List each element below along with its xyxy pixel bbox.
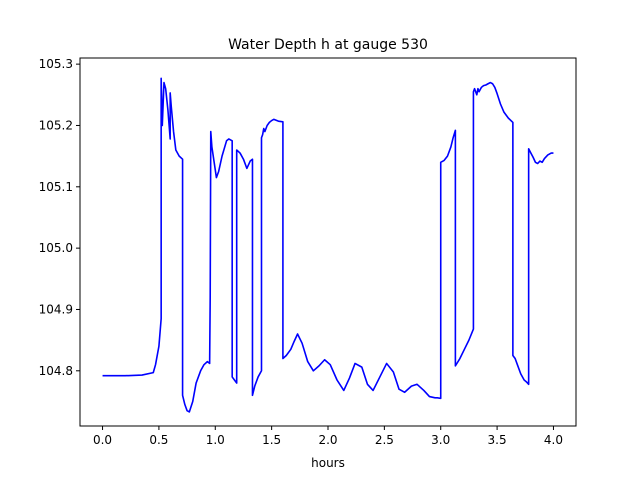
x-tick-label: 1.0: [206, 433, 225, 447]
x-tick-label: 2.5: [375, 433, 394, 447]
plot-area: [102, 77, 554, 413]
y-tick-label: 104.9: [39, 302, 73, 316]
series-line-0: [102, 77, 554, 413]
x-tick-label: 2.0: [318, 433, 337, 447]
chart-title: Water Depth h at gauge 530: [228, 37, 428, 53]
x-axis-label: hours: [311, 456, 345, 470]
y-axis: 104.8 104.9 105.0 105.1 105.2 105.3: [39, 57, 80, 378]
y-tick-label: 105.1: [39, 180, 73, 194]
y-tick-label: 105.2: [39, 118, 73, 132]
x-tick-label: 3.5: [488, 433, 507, 447]
x-tick-label: 0.0: [93, 433, 112, 447]
y-tick-label: 105.3: [39, 57, 73, 71]
x-tick-label: 0.5: [149, 433, 168, 447]
y-tick-label: 105.0: [39, 241, 73, 255]
x-tick-label: 4.0: [544, 433, 563, 447]
x-tick-label: 1.5: [262, 433, 281, 447]
y-tick-label: 104.8: [39, 364, 73, 378]
x-tick-label: 3.0: [431, 433, 450, 447]
x-axis: 0.0 0.5 1.0 1.5 2.0 2.5 3.0 3.5 4.0: [93, 426, 563, 447]
